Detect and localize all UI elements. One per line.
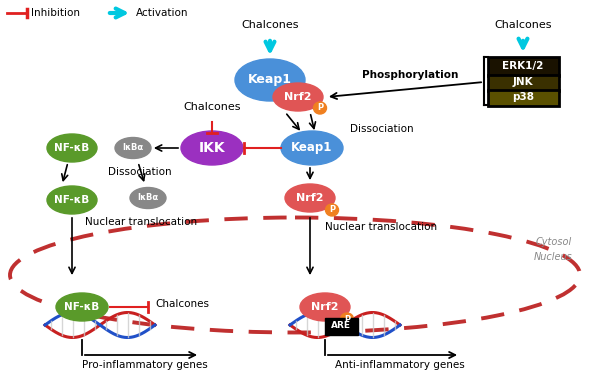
FancyBboxPatch shape: [487, 74, 559, 91]
Ellipse shape: [273, 83, 323, 111]
Ellipse shape: [235, 59, 305, 101]
Ellipse shape: [285, 184, 335, 212]
Ellipse shape: [281, 131, 343, 165]
FancyBboxPatch shape: [325, 317, 358, 335]
Ellipse shape: [341, 313, 353, 325]
Text: p38: p38: [512, 92, 534, 102]
Text: JNK: JNK: [512, 77, 533, 87]
Text: IκBα: IκBα: [137, 194, 158, 203]
Text: ERK1/2: ERK1/2: [502, 61, 544, 71]
Text: P: P: [344, 314, 350, 323]
Text: P: P: [329, 206, 335, 214]
Text: Keap1: Keap1: [248, 73, 292, 86]
FancyBboxPatch shape: [487, 89, 559, 106]
Ellipse shape: [181, 131, 243, 165]
Ellipse shape: [47, 134, 97, 162]
Ellipse shape: [56, 293, 108, 321]
Ellipse shape: [300, 293, 350, 321]
Text: Chalcones: Chalcones: [241, 20, 299, 30]
Text: Nucleus: Nucleus: [533, 252, 572, 262]
Text: Dissociation: Dissociation: [350, 124, 413, 134]
Ellipse shape: [130, 188, 166, 209]
Ellipse shape: [115, 138, 151, 159]
Ellipse shape: [47, 186, 97, 214]
Text: P: P: [317, 103, 323, 112]
Text: Chalcones: Chalcones: [183, 102, 241, 112]
Text: Keap1: Keap1: [292, 141, 332, 155]
Text: Nrf2: Nrf2: [311, 302, 339, 312]
Text: NF-κB: NF-κB: [55, 195, 89, 205]
Text: Nuclear translocation: Nuclear translocation: [325, 222, 437, 232]
Text: Phosphorylation: Phosphorylation: [362, 70, 458, 80]
Text: Nrf2: Nrf2: [284, 92, 312, 102]
Text: IκBα: IκBα: [122, 144, 143, 153]
Text: NF-κB: NF-κB: [55, 143, 89, 153]
Text: Pro-inflammatory genes: Pro-inflammatory genes: [82, 360, 208, 370]
Text: Chalcones: Chalcones: [494, 20, 552, 30]
Text: Chalcones: Chalcones: [155, 299, 209, 309]
Text: Inhibition: Inhibition: [31, 8, 80, 18]
Text: Cytosol: Cytosol: [536, 237, 572, 247]
Text: Dissociation: Dissociation: [108, 167, 172, 177]
Text: Activation: Activation: [136, 8, 188, 18]
Text: Nuclear translocation: Nuclear translocation: [85, 217, 197, 227]
Text: Nrf2: Nrf2: [296, 193, 324, 203]
Text: IKK: IKK: [199, 141, 226, 155]
FancyBboxPatch shape: [487, 56, 559, 76]
Ellipse shape: [325, 204, 338, 216]
Text: ARE: ARE: [331, 321, 351, 331]
Text: Anti-inflammatory genes: Anti-inflammatory genes: [335, 360, 465, 370]
Text: NF-κB: NF-κB: [64, 302, 100, 312]
Ellipse shape: [314, 102, 326, 114]
